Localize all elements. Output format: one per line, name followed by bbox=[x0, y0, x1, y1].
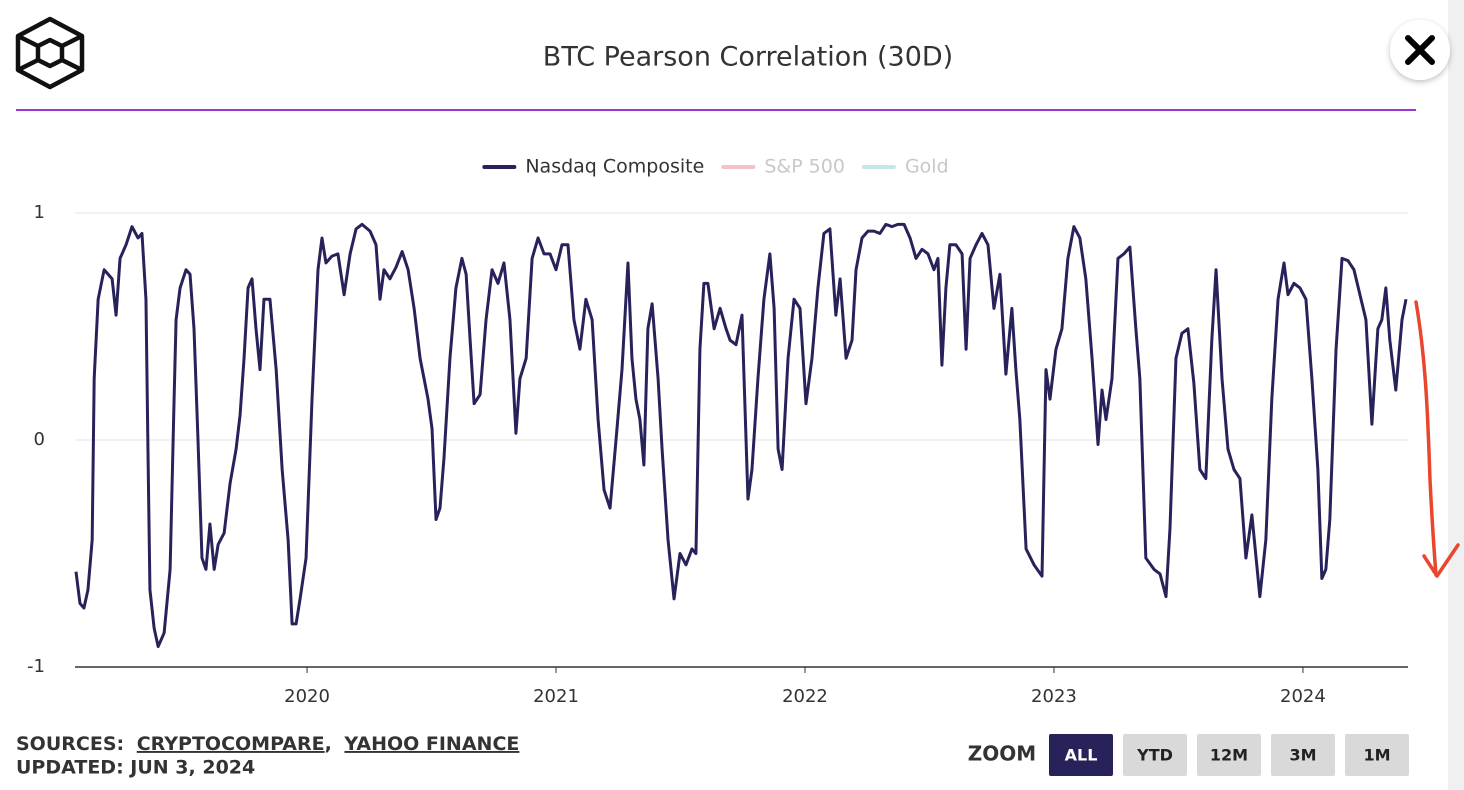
sources: SOURCES: CRYPTOCOMPARE, YAHOO FINANCE bbox=[16, 733, 519, 755]
zoom-button-bg[interactable] bbox=[1345, 734, 1409, 776]
legend-item[interactable]: S&P 500 bbox=[721, 156, 845, 178]
x-tick-label: 2024 bbox=[1280, 686, 1326, 707]
zoom-button-bg[interactable] bbox=[1123, 734, 1187, 776]
legend: Nasdaq Composite S&P 500 Gold bbox=[482, 156, 949, 178]
plot-area: -1 0 1 2020 2021 2022 2023 2024 bbox=[27, 202, 1408, 707]
zoom-button[interactable]: 12M bbox=[1197, 734, 1261, 776]
legend-item[interactable]: Gold bbox=[861, 156, 949, 178]
legend-label[interactable]: Gold bbox=[905, 156, 949, 178]
legend-label[interactable]: Nasdaq Composite bbox=[525, 156, 704, 178]
arrow-annotation bbox=[1414, 300, 1460, 578]
chart-title: BTC Pearson Correlation (30D) bbox=[543, 42, 953, 73]
source-link[interactable]: YAHOO FINANCE bbox=[343, 733, 519, 755]
zoom-button-bg[interactable] bbox=[1049, 734, 1113, 776]
zoom-label: ZOOM bbox=[968, 742, 1036, 766]
series-line bbox=[74, 222, 1408, 649]
zoom-button-bg[interactable] bbox=[1271, 734, 1335, 776]
y-tick-label: 0 bbox=[34, 429, 45, 450]
y-tick-label: 1 bbox=[34, 202, 45, 223]
zoom-button-bg[interactable] bbox=[1197, 734, 1261, 776]
zoom-button[interactable]: 3M bbox=[1271, 734, 1335, 776]
updated: UPDATED: JUN 3, 2024 bbox=[16, 757, 255, 779]
zoom-button[interactable]: YTD bbox=[1123, 734, 1187, 776]
close-icon[interactable] bbox=[1405, 35, 1435, 65]
sources-label: SOURCES: bbox=[16, 733, 124, 755]
x-tick-label: 2020 bbox=[284, 686, 330, 707]
zoom-button-label[interactable]: ALL bbox=[1065, 746, 1098, 765]
x-tick-label: 2023 bbox=[1031, 686, 1077, 707]
scrollbar bbox=[1448, 0, 1464, 790]
separator: , bbox=[325, 733, 332, 755]
y-tick-label: -1 bbox=[27, 656, 45, 677]
legend-label[interactable]: S&P 500 bbox=[764, 156, 845, 178]
legend-item[interactable]: Nasdaq Composite bbox=[482, 156, 704, 178]
zoom-button-label[interactable]: 12M bbox=[1210, 746, 1248, 765]
zoom-button-label[interactable]: 3M bbox=[1289, 746, 1316, 765]
zoom-button[interactable]: ALL bbox=[1049, 734, 1113, 776]
close-button[interactable] bbox=[1390, 20, 1450, 80]
zoom-button[interactable]: 1M bbox=[1345, 734, 1409, 776]
zoom-button-label[interactable]: 1M bbox=[1363, 746, 1390, 765]
zoom-buttons: ALL YTD 12M 3M 1M bbox=[1049, 734, 1409, 776]
x-tick-label: 2022 bbox=[782, 686, 828, 707]
source-link[interactable]: CRYPTOCOMPARE bbox=[137, 733, 325, 755]
zoom-button-label[interactable]: YTD bbox=[1136, 746, 1173, 765]
logo bbox=[15, 16, 85, 90]
x-tick-label: 2021 bbox=[533, 686, 579, 707]
